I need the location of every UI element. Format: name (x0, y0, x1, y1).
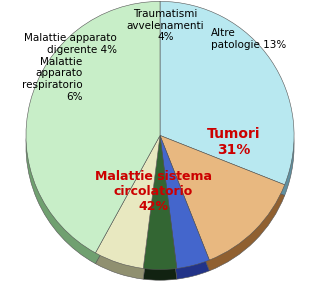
Text: Malattie apparato
digerente 4%: Malattie apparato digerente 4% (24, 33, 117, 55)
Wedge shape (160, 146, 285, 271)
Wedge shape (160, 1, 294, 185)
Text: Altre
patologie 13%: Altre patologie 13% (211, 28, 286, 50)
Wedge shape (26, 12, 160, 264)
Text: Malattie
apparato
respiratorio
6%: Malattie apparato respiratorio 6% (22, 57, 82, 102)
Wedge shape (160, 135, 285, 260)
Wedge shape (160, 146, 209, 279)
Text: Malattie sistema
circolatorio
42%: Malattie sistema circolatorio 42% (95, 170, 212, 213)
Wedge shape (143, 135, 177, 269)
Wedge shape (26, 1, 160, 253)
Text: Tumori
31%: Tumori 31% (207, 127, 260, 157)
Text: Traumatismi
avvelenamenti
4%: Traumatismi avvelenamenti 4% (127, 9, 204, 42)
Wedge shape (95, 135, 160, 268)
Wedge shape (143, 146, 177, 280)
Wedge shape (160, 12, 294, 196)
Wedge shape (95, 146, 160, 279)
Wedge shape (160, 135, 209, 268)
